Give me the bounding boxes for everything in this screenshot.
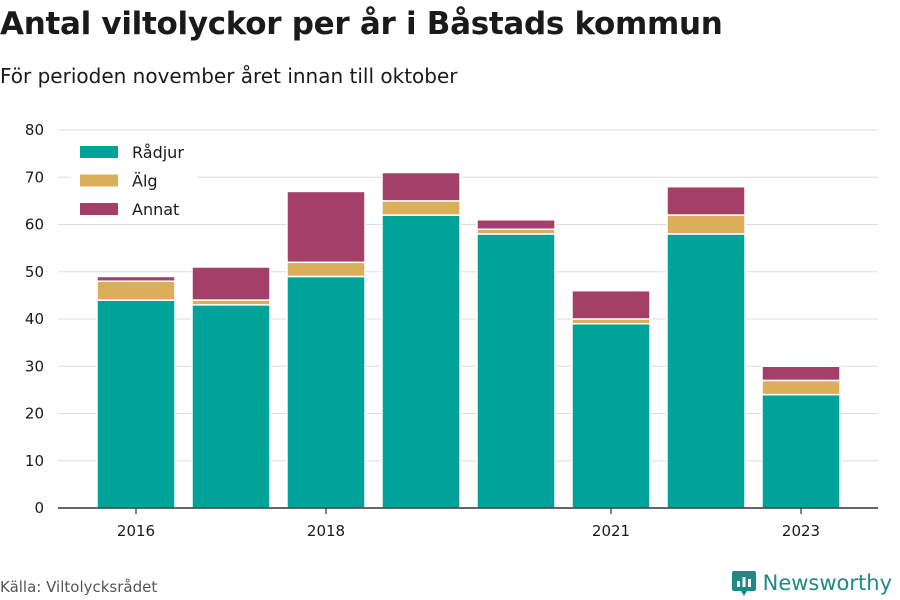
- bar-segment-annat-2019: [381, 171, 461, 202]
- bar-segment-älg-2023: [761, 379, 841, 396]
- bar-segment-rådjur-2018: [286, 275, 366, 509]
- bar-segment-rådjur-2017: [191, 304, 271, 509]
- y-tick-label: 30: [25, 357, 44, 375]
- y-tick-label: 0: [34, 499, 44, 517]
- bar-segment-älg-2016: [96, 280, 176, 301]
- legend-label: Älg: [132, 172, 158, 191]
- bar-segment-annat-2016: [96, 275, 176, 282]
- bar-segment-annat-2017: [191, 266, 271, 301]
- bar-segment-älg-2018: [286, 261, 366, 278]
- y-tick-label: 60: [25, 216, 44, 234]
- legend-label: Annat: [132, 200, 179, 219]
- source-note: Källa: Viltolycksrådet: [0, 578, 158, 596]
- x-tick-label: 2021: [592, 522, 630, 540]
- bar-segment-rådjur-2019: [381, 214, 461, 509]
- newsworthy-logo-icon: [731, 571, 756, 596]
- bar-segment-annat-2018: [286, 190, 366, 264]
- brand-logo: Newsworthy: [731, 569, 892, 597]
- x-tick-label: 2016: [117, 522, 155, 540]
- page-title: Antal viltolyckor per år i Båstads kommu…: [0, 6, 723, 42]
- bar-segment-älg-2019: [381, 200, 461, 216]
- bar-segment-rådjur-2021: [571, 322, 651, 509]
- bar-segment-annat-2020: [476, 219, 556, 230]
- y-tick-label: 10: [25, 452, 44, 470]
- y-tick-label: 80: [25, 121, 44, 139]
- y-tick-label: 20: [25, 405, 44, 423]
- bar-segment-rådjur-2016: [96, 299, 176, 509]
- legend-label: Rådjur: [132, 143, 184, 162]
- bar-segment-rådjur-2022: [666, 233, 746, 509]
- bar-segment-annat-2023: [761, 365, 841, 382]
- x-tick-label: 2018: [307, 522, 345, 540]
- y-tick-label: 40: [25, 310, 44, 328]
- legend: Rådjur Älg Annat: [70, 136, 198, 224]
- legend-swatch-rådjur: [80, 146, 118, 158]
- bar-segment-annat-2021: [571, 289, 651, 320]
- page-subtitle: För perioden november året innan till ok…: [0, 64, 458, 88]
- x-tick-label: 2023: [782, 522, 820, 540]
- bar-segment-rådjur-2020: [476, 233, 556, 509]
- axes: 0 10 20 30 40 50 60 70 80 2016 2018 2021 2023: [25, 121, 878, 540]
- bar-segment-annat-2022: [666, 185, 746, 216]
- bar-segment-rådjur-2023: [761, 393, 841, 509]
- legend-swatch-annat: [80, 203, 118, 215]
- legend-swatch-älg: [80, 174, 118, 187]
- y-tick-label: 70: [25, 168, 44, 186]
- bar-segment-älg-2022: [666, 214, 746, 235]
- bars: [96, 171, 841, 509]
- y-tick-label: 50: [25, 263, 44, 281]
- brand-name: Newsworthy: [762, 571, 892, 595]
